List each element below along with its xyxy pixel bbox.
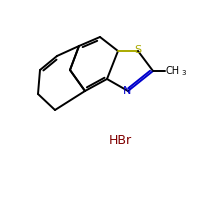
Text: HBr: HBr — [108, 134, 132, 146]
Text: N: N — [123, 86, 131, 96]
Text: S: S — [134, 45, 142, 55]
Text: CH: CH — [166, 66, 180, 76]
Text: 3: 3 — [181, 70, 186, 76]
